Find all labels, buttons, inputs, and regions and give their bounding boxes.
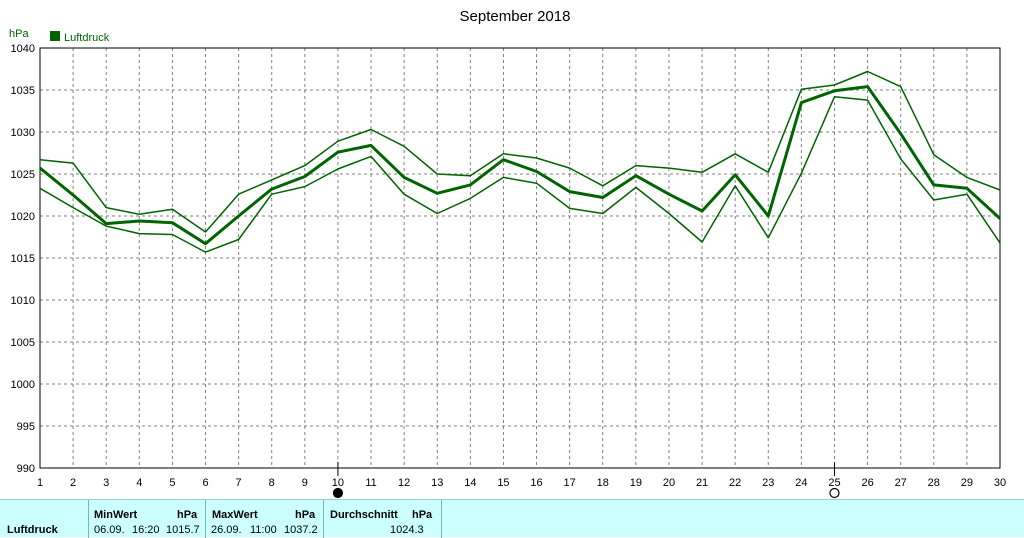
- x-tick-label: 4: [136, 477, 142, 489]
- legend-swatch: [50, 31, 60, 41]
- legend-label: Luftdruck: [64, 32, 110, 44]
- stats-max-cell: MaxWert hPa 26.09. 11:00 1037.2: [206, 500, 324, 538]
- y-tick-label: 1000: [11, 379, 35, 391]
- stats-bar: Luftdruck MinWert hPa 06.09. 16:20 1015.…: [0, 499, 1024, 538]
- x-tick-label: 13: [431, 477, 443, 489]
- new-moon-icon: [332, 487, 344, 499]
- x-axis: 1 2 3 4 5 6 7 8 9 10 11 12 13 14 15 16 17 18 19 20 21 22 23 24 2…: [37, 477, 1006, 489]
- min-value: 1015.7: [166, 524, 200, 536]
- x-tick-label: 8: [269, 477, 275, 489]
- min-unit: hPa: [177, 509, 198, 521]
- x-tick-label: 16: [530, 477, 542, 489]
- avg-header: Durchschnitt: [330, 509, 398, 521]
- max-unit: hPa: [295, 509, 316, 521]
- y-tick-label: 1015: [11, 253, 35, 265]
- chart-title: September 2018: [460, 8, 571, 25]
- max-header: MaxWert: [212, 509, 258, 521]
- y-axis: 990 995 1000 1005 1010 1015 1020 1025 1030 1035 10…: [11, 43, 35, 475]
- plot-frame: [39, 47, 1001, 469]
- y-tick-label: 1010: [11, 295, 35, 307]
- series-line-min: [39, 95, 1001, 253]
- x-tick-label: 30: [994, 477, 1006, 489]
- series-line-avg: [39, 85, 1002, 246]
- series-line-max: [39, 70, 1001, 233]
- y-tick-label: 1035: [11, 85, 35, 97]
- y-tick-label: 1005: [11, 337, 35, 349]
- max-date: 26.09.: [211, 524, 242, 536]
- x-tick-label: 5: [169, 477, 175, 489]
- x-tick-label: 12: [398, 477, 410, 489]
- x-tick-label: 27: [895, 477, 907, 489]
- x-tick-label: 23: [762, 477, 774, 489]
- x-tick-label: 19: [630, 477, 642, 489]
- x-tick-label: 14: [464, 477, 476, 489]
- x-tick-label: 17: [564, 477, 576, 489]
- max-time: 11:00: [250, 524, 277, 536]
- x-tick-label: 6: [202, 477, 208, 489]
- y-tick-label: 1025: [11, 169, 35, 181]
- pressure-chart: September 2018 hPa Luftdruck 990 995 1000 1…: [9, 8, 1006, 499]
- y-axis-unit: hPa: [9, 28, 29, 40]
- y-tick-label: 1030: [11, 127, 35, 139]
- min-time: 16:20: [132, 524, 160, 536]
- y-tick-label: 990: [17, 463, 35, 475]
- x-tick-label: 18: [597, 477, 609, 489]
- y-tick-label: 995: [17, 421, 35, 433]
- x-tick-label: 28: [928, 477, 940, 489]
- stats-row-label: Luftdruck: [7, 524, 58, 536]
- x-tick-label: 10: [332, 477, 344, 489]
- stats-row-label-cell: Luftdruck: [0, 500, 89, 538]
- x-tick-label: 22: [729, 477, 741, 489]
- min-header: MinWert: [94, 509, 138, 521]
- series-lines: [39, 70, 1002, 253]
- x-tick-label: 29: [961, 477, 973, 489]
- x-tick-label: 1: [37, 477, 43, 489]
- x-tick-label: 21: [696, 477, 708, 489]
- avg-value: 1024.3: [390, 524, 424, 536]
- x-tick-label: 2: [70, 477, 76, 489]
- x-tick-label: 3: [103, 477, 109, 489]
- full-moon-icon: [829, 487, 840, 499]
- x-tick-label: 20: [663, 477, 675, 489]
- avg-unit: hPa: [412, 509, 433, 521]
- x-tick-label: 25: [828, 477, 840, 489]
- x-tick-label: 24: [795, 477, 807, 489]
- y-tick-label: 1020: [11, 211, 35, 223]
- min-date: 06.09.: [94, 524, 125, 536]
- x-tick-label: 15: [497, 477, 509, 489]
- grid: [40, 48, 1000, 468]
- max-value: 1037.2: [284, 524, 318, 536]
- x-tick-label: 11: [365, 477, 376, 489]
- x-tick-label: 26: [861, 477, 873, 489]
- moon-markers: [332, 462, 840, 499]
- x-tick-label: 7: [236, 477, 242, 489]
- y-tick-label: 1040: [11, 43, 35, 55]
- x-tick-label: 9: [302, 477, 308, 489]
- stats-min-cell: MinWert hPa 06.09. 16:20 1015.7: [89, 500, 206, 538]
- stats-avg-cell: Durchschnitt hPa 1024.3: [324, 500, 442, 538]
